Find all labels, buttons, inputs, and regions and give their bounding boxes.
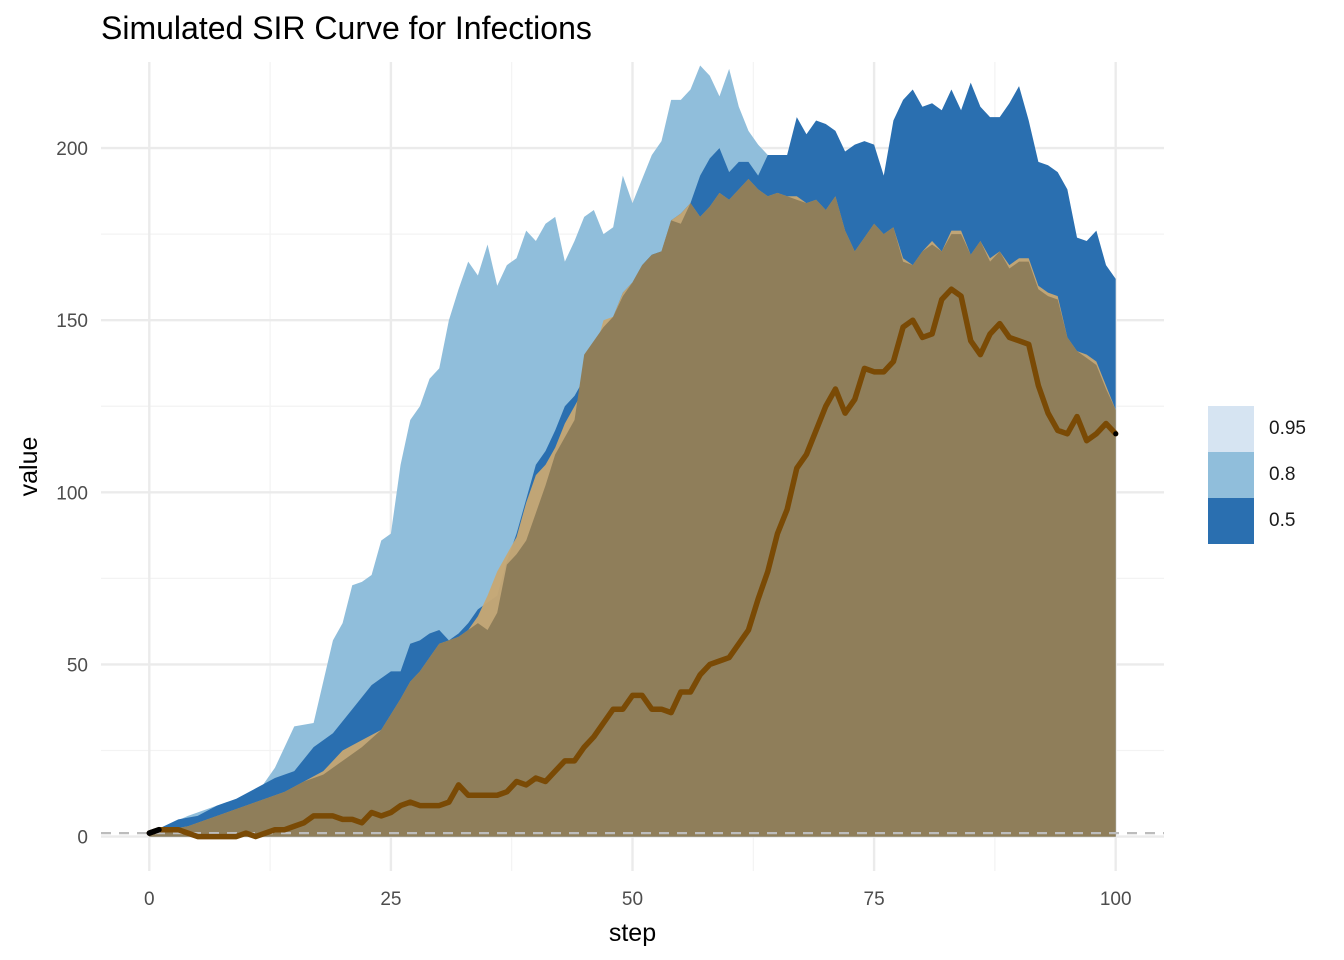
plot-data: [101, 65, 1164, 840]
median-line: [146, 286, 1119, 840]
legend-label-0.8: 0.8: [1269, 464, 1296, 485]
legend-label-0.5: 0.5: [1269, 510, 1296, 531]
axes: 0 25 50 75 100 0 50 100 150 200 step value: [15, 139, 1132, 947]
y-tick-label: 0: [77, 828, 88, 849]
y-tick-label: 150: [56, 311, 88, 332]
y-tick-label: 100: [56, 483, 88, 504]
x-tick-label: 0: [144, 889, 155, 910]
x-tick-label: 25: [380, 889, 401, 910]
x-tick-label: 100: [1100, 889, 1132, 910]
y-tick-label: 50: [67, 655, 88, 676]
x-tick-label: 75: [864, 889, 885, 910]
y-axis-label: value: [15, 437, 43, 497]
x-axis-label: step: [609, 919, 656, 947]
legend-key-0.8: [1208, 452, 1254, 498]
start-marker: [146, 826, 162, 836]
legend-key-0.95: [1208, 406, 1254, 452]
y-tick-label: 200: [56, 139, 88, 160]
legend-key-0.5: [1208, 498, 1254, 544]
chart-title: Simulated SIR Curve for Infections: [101, 10, 592, 46]
legend-label-0.95: 0.95: [1269, 418, 1306, 439]
x-tick-label: 50: [622, 889, 643, 910]
end-marker: [1113, 431, 1119, 437]
historical-inner-area: [149, 179, 1116, 837]
